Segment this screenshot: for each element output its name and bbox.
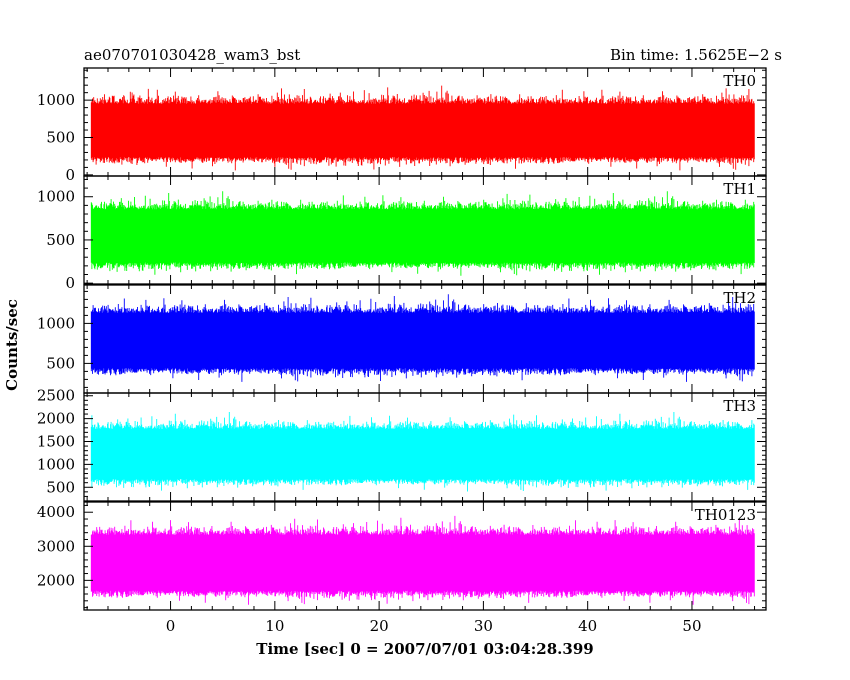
panel-label: TH2: [723, 289, 756, 307]
panels-group: TH005001000TH105001000TH25001000TH350010…: [37, 67, 767, 635]
panel-th1: TH1 0 500 1000: [37, 175, 767, 292]
y-tick-label: 0: [65, 166, 75, 184]
y-tick-label: 1000: [37, 188, 75, 206]
y-tick-label: 2000: [37, 571, 75, 589]
bin-time-label: Bin time: 1.5625E−2 s: [610, 46, 782, 64]
x-axis-label: Time [sec] 0 = 2007/07/01 03:04:28.399: [256, 640, 593, 658]
x-tick-label: 30: [474, 617, 493, 635]
series-th3: [90, 412, 755, 492]
x-tick-label: 40: [578, 617, 597, 635]
y-tick-label: 3000: [37, 537, 75, 555]
panel-th2: TH2 500 1000: [37, 284, 767, 394]
panel-frame: [83, 175, 767, 285]
x-tick-label: 10: [265, 617, 284, 635]
y-tick-label: 1000: [37, 455, 75, 473]
series-th0123: [90, 515, 755, 605]
y-tick-label: 0: [65, 274, 75, 292]
panel-frame: [83, 392, 767, 502]
y-tick-label: 500: [46, 354, 75, 372]
chart-title: ae070701030428_wam3_bst: [84, 46, 300, 64]
panel-label: TH0: [723, 72, 756, 90]
y-tick-label: 500: [46, 231, 75, 249]
panel-frame: [83, 501, 767, 611]
y-axis-label: Counts/sec: [3, 299, 21, 391]
panel-label: TH1: [723, 180, 756, 198]
series-th1: [90, 191, 755, 276]
y-tick-label: 500: [46, 129, 75, 147]
y-tick-label: 1000: [37, 314, 75, 332]
y-tick-label: 1000: [37, 91, 75, 109]
x-tick-label: 0: [166, 617, 176, 635]
x-tick-label: 20: [370, 617, 389, 635]
panel-th3: TH3 500 1000 1500 2000 2500: [37, 387, 767, 502]
y-tick-label: 4000: [37, 503, 75, 521]
panel-label: TH3: [723, 397, 756, 415]
panel-label: TH0123: [695, 506, 756, 524]
y-tick-label: 2500: [37, 387, 75, 405]
y-tick-label: 1500: [37, 433, 75, 451]
x-tick-label: 50: [682, 617, 701, 635]
panel-th0123: TH0123 2000 3000 4000: [37, 501, 767, 611]
series-th2: [90, 294, 755, 382]
panel-th0: TH0 0 500 1000: [37, 67, 767, 184]
y-tick-label: 2000: [37, 410, 75, 428]
series-th0: [90, 85, 755, 171]
y-tick-label: 500: [46, 478, 75, 496]
